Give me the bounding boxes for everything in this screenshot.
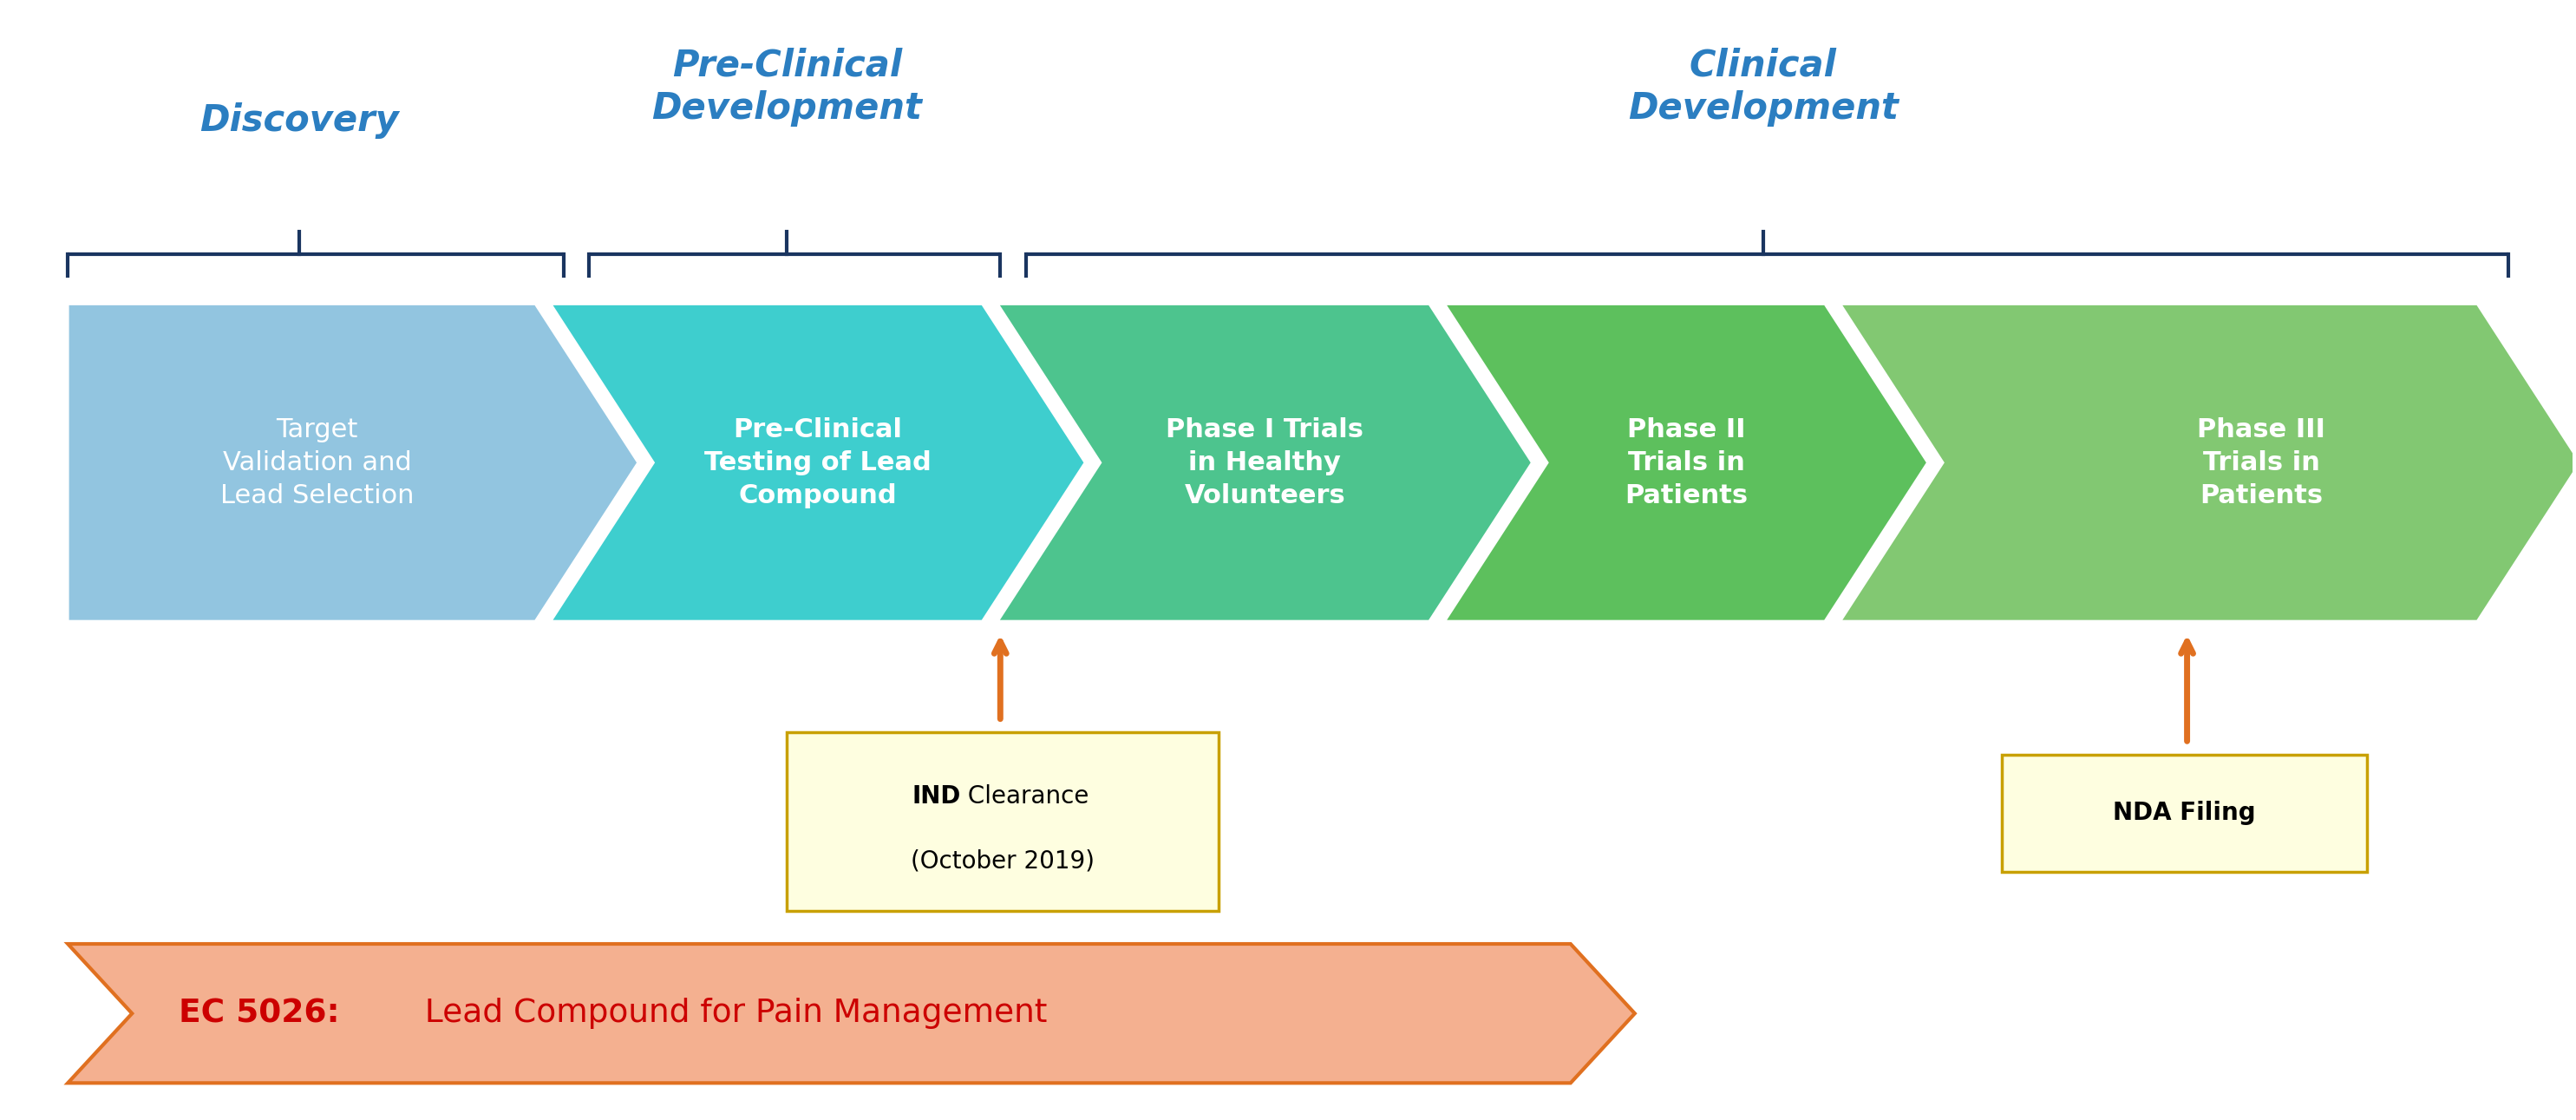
Text: NDA Filing: NDA Filing bbox=[2112, 801, 2257, 825]
Text: Phase II
Trials in
Patients: Phase II Trials in Patients bbox=[1625, 417, 1747, 508]
Text: IND: IND bbox=[912, 784, 961, 809]
Polygon shape bbox=[1839, 304, 2576, 622]
Polygon shape bbox=[997, 304, 1533, 622]
Text: Lead Compound for Pain Management: Lead Compound for Pain Management bbox=[415, 998, 1048, 1029]
Text: Discovery: Discovery bbox=[198, 102, 399, 139]
FancyBboxPatch shape bbox=[788, 732, 1218, 911]
Polygon shape bbox=[551, 304, 1084, 622]
Polygon shape bbox=[67, 304, 639, 622]
Text: EC 5026:: EC 5026: bbox=[178, 998, 340, 1029]
Polygon shape bbox=[997, 304, 1533, 622]
Polygon shape bbox=[1445, 304, 1927, 622]
Text: Clearance: Clearance bbox=[961, 784, 1090, 809]
Polygon shape bbox=[1839, 304, 2576, 622]
Text: Target
Validation and
Lead Selection: Target Validation and Lead Selection bbox=[219, 417, 415, 508]
Text: (October 2019): (October 2019) bbox=[912, 849, 1095, 872]
Text: Phase III
Trials in
Patients: Phase III Trials in Patients bbox=[2197, 417, 2326, 508]
Polygon shape bbox=[1445, 304, 1927, 622]
Polygon shape bbox=[551, 304, 1084, 622]
Text: Pre-Clinical
Development: Pre-Clinical Development bbox=[652, 47, 922, 127]
Text: Phase I Trials
in Healthy
Volunteers: Phase I Trials in Healthy Volunteers bbox=[1167, 417, 1363, 508]
Text: Clinical
Development: Clinical Development bbox=[1628, 47, 1899, 127]
Text: Pre-Clinical
Testing of Lead
Compound: Pre-Clinical Testing of Lead Compound bbox=[703, 417, 933, 508]
Polygon shape bbox=[67, 944, 1636, 1083]
Polygon shape bbox=[67, 304, 639, 622]
FancyBboxPatch shape bbox=[2002, 755, 2367, 871]
